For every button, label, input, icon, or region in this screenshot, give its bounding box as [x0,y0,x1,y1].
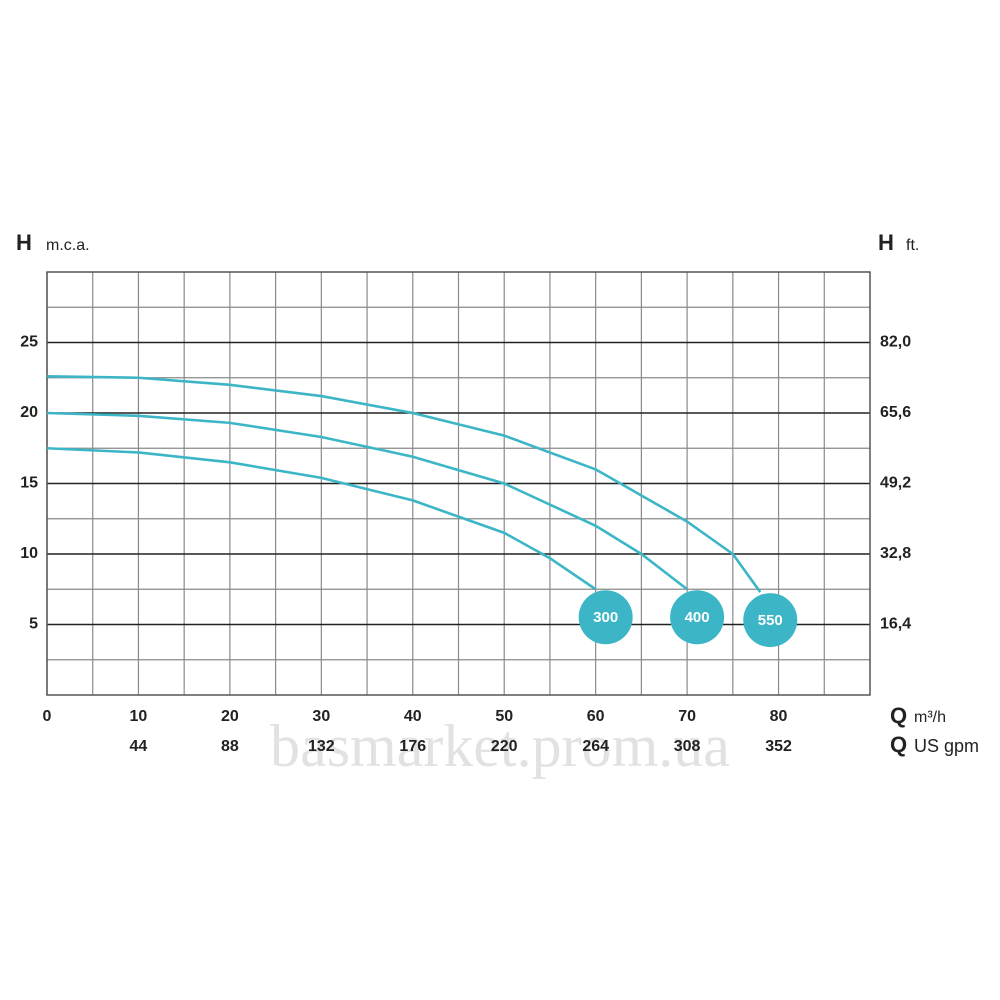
x-tick-label: 40 [404,708,422,725]
x2-tick-label: 220 [491,738,518,755]
y2-tick-label: 49,2 [880,475,911,492]
y2-axis-symbol: H [878,230,894,255]
plot-frame [46,271,871,696]
legend-label: 550 [758,612,783,629]
y2-tick-label: 16,4 [880,616,911,633]
curve [46,411,688,591]
x-tick-label: 80 [770,708,788,725]
x-tick-label: 50 [495,708,513,725]
x-tick-label: 20 [221,708,239,725]
x2-tick-label: 352 [765,738,792,755]
y-tick-label: 10 [20,545,38,562]
y-tick-label: 25 [20,334,38,351]
x2-axis-unit: US gpm [914,736,979,756]
x2-tick-label: 176 [399,738,426,755]
x-tick-label: 10 [130,708,148,725]
x2-tick-label: 44 [130,738,148,755]
y-tick-label: 20 [20,404,38,421]
x2-tick-label: 264 [582,738,609,755]
y-tick-label: 5 [29,616,38,633]
y2-axis-unit: ft. [906,237,919,254]
y-axis-unit: m.c.a. [46,237,90,254]
y2-tick-label: 65,6 [880,404,911,421]
curve [46,375,762,593]
legend-label: 400 [685,609,710,626]
y-tick-label: 15 [20,475,38,492]
x-tick-label: 0 [43,708,52,725]
x-axis-symbol: Q [890,703,907,728]
series-badge [743,593,798,648]
x2-tick-label: 132 [308,738,335,755]
x-tick-label: 60 [587,708,605,725]
curve [46,446,597,591]
series-badge [578,590,633,645]
x-tick-label: 70 [678,708,696,725]
x2-axis-symbol: Q [890,732,907,757]
y2-tick-label: 82,0 [880,334,911,351]
series-badge [670,590,725,645]
y-axis-symbol: H [16,230,32,255]
x-tick-label: 30 [312,708,330,725]
y2-tick-label: 32,8 [880,545,911,562]
watermark: basmarket.prom.ua [270,713,730,779]
x2-tick-label: 88 [221,738,239,755]
x2-tick-label: 308 [674,738,701,755]
x-axis-unit: m³/h [914,709,946,726]
legend-label: 300 [593,609,618,626]
